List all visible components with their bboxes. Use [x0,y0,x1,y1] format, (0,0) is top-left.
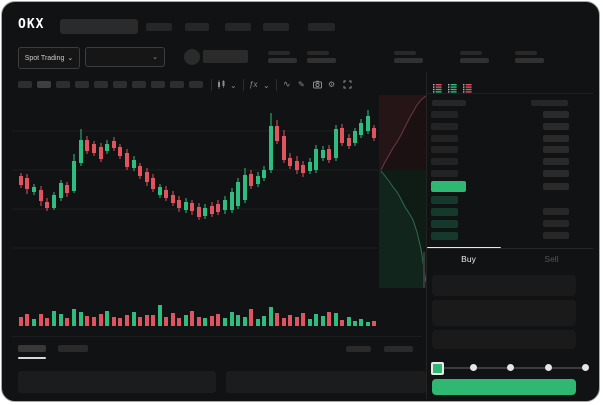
bottom-tab-active[interactable] [18,345,46,352]
stat-value-placeholder [268,58,297,63]
slider-stop[interactable] [469,364,477,371]
price-input[interactable] [432,275,576,296]
stat-label-placeholder [460,51,482,55]
stat-value-placeholder [307,58,336,63]
candlestick-series [19,110,376,220]
bid-price-placeholder[interactable] [431,232,458,240]
amount-input[interactable] [432,300,576,326]
bid-price-placeholder[interactable] [431,196,458,204]
stat-label-placeholder [515,51,537,55]
bid-amount-placeholder[interactable] [543,220,569,227]
coin-icon [184,49,200,65]
chevron-down-icon: ⌄ [152,54,158,61]
book-asks-icon[interactable] [463,80,472,93]
bid-amount-placeholder[interactable] [543,208,569,215]
market-type-dropdown[interactable]: Spot Trading ⌄ [18,47,80,69]
ask-amount-placeholder[interactable] [543,135,569,142]
ask-amount-placeholder[interactable] [543,170,569,177]
buy-button[interactable] [432,379,576,395]
chevron-down-icon[interactable]: ⌄ [230,81,237,90]
line-tool-icon[interactable]: ∿ [283,79,291,89]
timeframe-button[interactable] [113,81,127,88]
bottom-action-placeholder[interactable] [384,346,413,352]
bottom-action-placeholder[interactable] [346,346,371,352]
timeframe-button[interactable] [151,81,165,88]
slider-stop[interactable] [544,364,552,371]
timeframe-button[interactable] [94,81,108,88]
nav-item[interactable] [146,23,172,31]
bottom-tab[interactable] [58,345,88,352]
timeframe-button[interactable] [170,81,184,88]
stat-label-placeholder [394,51,416,55]
nav-item[interactable] [308,23,335,31]
ask-amount-placeholder[interactable] [543,158,569,165]
search-input[interactable] [60,19,138,34]
timeframe-button[interactable] [75,81,89,88]
ask-price-placeholder[interactable] [431,135,458,142]
stat-value-placeholder [515,58,544,63]
bottom-panel-right [226,371,426,393]
draw-tool-icon[interactable]: ✎ [298,80,305,89]
okx-logo[interactable]: OKX [18,17,45,32]
bid-amount-placeholder[interactable] [543,232,569,239]
candle-type-icon[interactable] [217,80,226,91]
ask-price-placeholder[interactable] [431,170,458,177]
stat-label-placeholder [307,51,329,55]
indicators-icon[interactable]: ƒx [249,80,258,89]
book-combined-icon[interactable] [433,80,442,93]
nav-item[interactable] [185,23,209,31]
fullscreen-icon[interactable] [343,80,352,91]
timeframe-button[interactable] [18,81,32,88]
last-price-bar[interactable] [431,181,466,192]
nav-item[interactable] [225,23,251,31]
volume-series [19,305,376,326]
ask-price-placeholder[interactable] [431,146,458,153]
settings-icon[interactable]: ⚙ [328,80,336,89]
ask-price-placeholder[interactable] [431,123,458,130]
stat-value-placeholder [460,58,489,63]
book-bids-icon[interactable] [448,80,457,93]
stat-label-placeholder [268,51,290,55]
tab-buy[interactable]: Buy [461,254,476,264]
timeframe-button[interactable] [56,81,70,88]
ask-amount-placeholder[interactable] [543,123,569,130]
timeframe-button[interactable] [37,81,51,88]
divider [427,93,593,94]
orderbook-col-header-price [432,100,466,106]
ask-amount-placeholder[interactable] [543,111,569,118]
slider-stop[interactable] [507,364,514,371]
orderbook-col-header-amount [531,100,568,106]
timeframe-button[interactable] [132,81,146,88]
ask-amount-placeholder[interactable] [543,146,569,153]
trade-tabs: Buy Sell [427,248,593,269]
market-type-label: Spot Trading [24,54,65,62]
nav-item[interactable] [263,23,289,31]
scrollbar[interactable] [423,252,425,288]
slider-handle[interactable] [431,362,444,375]
stat-value-placeholder [394,58,423,63]
bid-price-placeholder[interactable] [431,220,458,228]
tab-sell[interactable]: Sell [544,254,559,264]
panel-divider [426,72,427,399]
pair-dropdown[interactable]: ⌄ [85,47,165,67]
chart-canvas[interactable] [2,2,597,399]
ask-price-placeholder[interactable] [431,158,458,165]
chevron-down-icon[interactable]: ⌄ [263,81,270,90]
pair-name-placeholder [203,50,248,63]
divider [12,336,422,337]
bottom-panel-left [18,371,216,393]
timeframe-button[interactable] [189,81,203,88]
last-price-amount-placeholder [543,183,569,190]
bottom-tab-underline [18,357,46,359]
bid-price-placeholder[interactable] [431,208,458,216]
slider-stop[interactable] [582,364,589,371]
total-input[interactable] [432,330,576,349]
camera-icon[interactable] [313,80,322,91]
chevron-down-icon: ⌄ [67,55,74,62]
ask-price-placeholder[interactable] [431,111,458,118]
